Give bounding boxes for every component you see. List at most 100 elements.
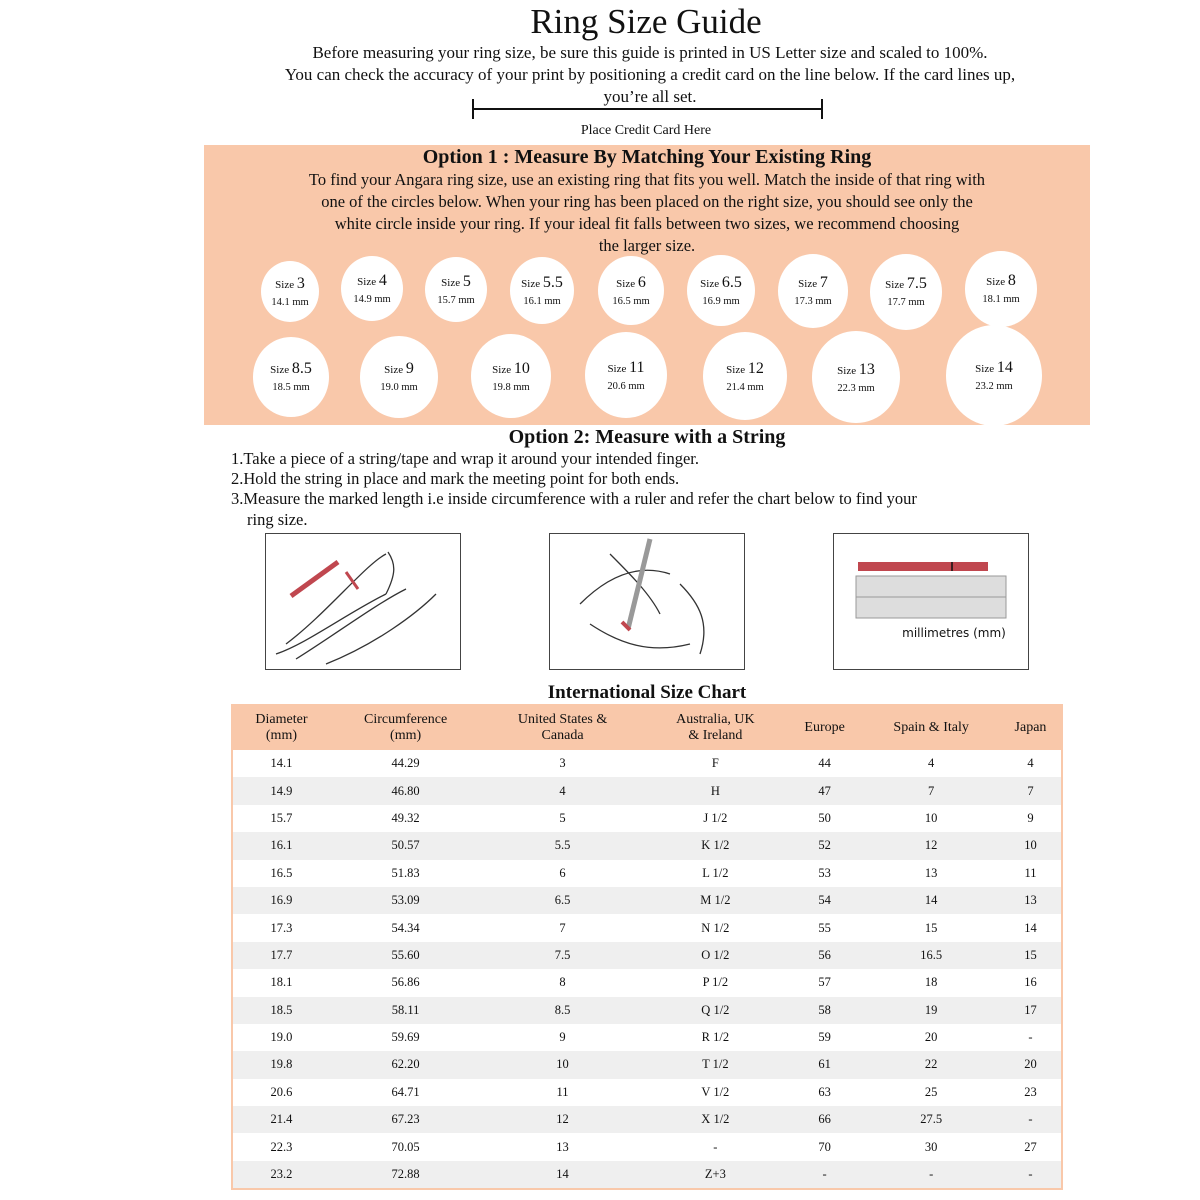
table-cell: 56	[786, 941, 863, 970]
size-label: Size 7	[798, 274, 828, 292]
table-cell: 67.23	[329, 1106, 482, 1134]
table-row: 16.5 51.83 6 L 1/2 53 13 11	[232, 860, 1062, 887]
size-label: Size 6	[616, 274, 646, 292]
table-cell: 18.5	[232, 996, 330, 1024]
diameter-label: 18.5 mm	[272, 382, 310, 394]
table-cell: 27	[1024, 1139, 1037, 1154]
ruler-label: millimetres (mm)	[902, 626, 1006, 640]
diameter-label: 16.1 mm	[523, 296, 561, 308]
diameter-label: 22.3 mm	[837, 382, 875, 394]
card-label: Place Credit Card Here	[580, 123, 712, 138]
diameter-label: 18.1 mm	[982, 294, 1020, 306]
step: ring size.	[247, 510, 308, 529]
table-cell: 19.8	[232, 1051, 330, 1079]
table-cell: 49.32	[391, 810, 420, 825]
table-cell: F	[711, 756, 719, 771]
table-cell: 4	[928, 756, 935, 771]
table-cell: 13	[924, 865, 938, 880]
table-cell: 18.1	[270, 975, 293, 990]
diameter-label: 15.7 mm	[437, 295, 475, 307]
table-cell: 6	[559, 865, 566, 880]
table-row: 14.1 44.29 3 F 44 4 4	[232, 750, 1062, 777]
table-cell: 47	[786, 777, 863, 805]
table-cell: 70.05	[391, 1139, 420, 1154]
option1-text: To find your Angara ring size, use an ex…	[308, 170, 986, 189]
ring-size-circle: Size 6.5 16.9 mm	[687, 255, 755, 327]
diameter-label: 21.4 mm	[726, 381, 764, 393]
table-cell: 22	[862, 1051, 1000, 1079]
ring-size-circle: Size 6 16.5 mm	[598, 256, 664, 326]
table-cell: 11	[556, 1084, 569, 1099]
table-cell: -	[862, 1160, 1000, 1190]
table-row: 21.4 67.23 12 X 1/2 66 27.5-	[232, 1106, 1062, 1134]
table-cell: 52	[786, 832, 863, 860]
table-row: 17.3 54.34 7 N 1/2 55 15 14	[232, 914, 1062, 941]
diameter-label: 16.5 mm	[612, 296, 650, 308]
diameter-label: 17.3 mm	[794, 296, 832, 308]
size-label: Size 9	[384, 360, 414, 378]
table-cell: 21.4	[232, 1106, 330, 1134]
table-cell: 54.34	[391, 920, 420, 935]
ring-size-circle: Size 12 21.4 mm	[703, 332, 787, 421]
table-cell: T 1/2	[643, 1051, 787, 1079]
table-cell: Q 1/2	[643, 996, 787, 1024]
table-row: 19.0 59.69 9 R 1/2 59 20 -	[232, 1024, 1062, 1051]
size-chart-table: Diameter (mm) Circumference (mm) United Stat…	[231, 704, 1063, 1191]
table-cell: Z+3	[643, 1160, 787, 1190]
size-label: Size 8	[986, 272, 1016, 290]
table-cell: 14	[862, 886, 1000, 915]
table-cell: -	[713, 1139, 718, 1154]
size-label: Size 10	[492, 359, 530, 377]
diameter-label: 20.6 mm	[607, 380, 645, 392]
size-label: Size 5.5	[521, 274, 563, 292]
intro-line: you’re all set.	[603, 87, 697, 106]
page-title: Ring Size Guide	[530, 2, 762, 41]
ring-size-circle: Size 4 14.9 mm	[341, 256, 403, 322]
size-label: Size 13	[837, 360, 875, 378]
diameter-label: 17.7 mm	[887, 297, 925, 309]
size-label: Size 5	[441, 273, 471, 291]
table-cell: -	[786, 1160, 863, 1190]
ring-size-circle: Size 7 17.3 mm	[778, 254, 848, 328]
option1-text: white circle inside your ring. If your i…	[334, 214, 960, 233]
intro-line: Before measuring your ring size, be sure…	[312, 43, 988, 62]
table-cell: 3	[559, 756, 566, 771]
table-cell: 54	[786, 886, 863, 915]
table-cell: 8	[559, 975, 566, 990]
size-label: Size 12	[726, 359, 764, 377]
table-cell: 53.09	[329, 886, 482, 915]
marking-string-illustration	[549, 533, 745, 670]
table-cell: 23	[1024, 1084, 1037, 1099]
table-cell: 51.83	[391, 865, 420, 880]
step: 3.Measure the marked length i.e inside c…	[231, 489, 917, 508]
table-cell: 15	[999, 941, 1062, 970]
table-cell: 14.9	[232, 777, 330, 805]
table-cell: 61	[786, 1051, 863, 1079]
table-cell: 70	[818, 1139, 831, 1154]
table-row: 15.7 49.32 5 J 1/2 50 10 9	[232, 805, 1062, 832]
table-cell: 58.11	[329, 996, 482, 1024]
column-header: Diameter (mm)	[232, 705, 330, 750]
column-header: Spain & Italy	[862, 705, 1000, 750]
table-cell: 14	[1024, 920, 1037, 935]
table-cell: 7.5	[481, 941, 644, 970]
table-cell: 4	[481, 777, 644, 805]
table-cell: 16.9	[232, 886, 330, 915]
table-cell: 9	[1027, 810, 1034, 825]
option1-heading: Option 1 : Measure By Matching Your Exis…	[422, 146, 872, 168]
table-cell: 9	[559, 1030, 566, 1045]
table-cell: 63	[818, 1084, 831, 1099]
table-cell: 19	[862, 996, 1000, 1024]
table-cell: 64.71	[391, 1084, 420, 1099]
table-row: 16.1 50.57 5.5 K 1/2 52 12 10	[232, 832, 1062, 860]
table-cell: 25	[924, 1084, 938, 1099]
ring-size-circle: Size 9 19.0 mm	[360, 336, 438, 418]
table-row: 14.9 46.80 4 H 47 7 7	[232, 777, 1062, 805]
table-cell: 17.7	[232, 941, 330, 970]
ruler-illustration: millimetres (mm)	[833, 533, 1029, 670]
step: 1.Take a piece of a string/tape and wrap…	[231, 449, 700, 468]
table-cell: 10	[481, 1051, 644, 1079]
table-cell: 62.20	[329, 1051, 482, 1079]
column-header: Circumference (mm)	[329, 705, 482, 750]
table-cell: -	[1028, 1030, 1033, 1045]
